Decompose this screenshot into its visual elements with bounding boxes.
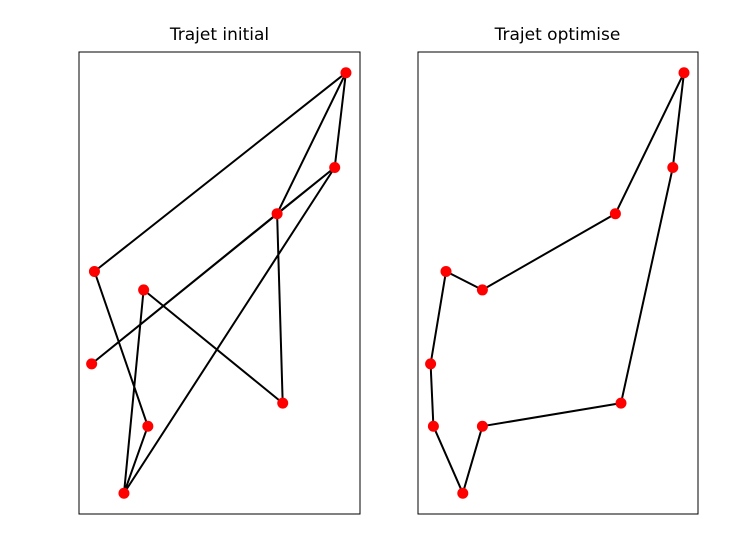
city-point xyxy=(329,162,341,173)
city-point xyxy=(425,358,437,370)
chart-optimized-route: Trajet optimise xyxy=(417,25,699,515)
city-point xyxy=(271,208,283,220)
city-point xyxy=(86,358,98,370)
city-point xyxy=(667,162,679,173)
city-point xyxy=(678,67,690,79)
city-point xyxy=(88,265,100,277)
axes-frame-optimized xyxy=(417,51,699,515)
city-point xyxy=(457,487,469,499)
city-point xyxy=(615,397,627,409)
city-point xyxy=(340,67,352,79)
chart-title-optimized: Trajet optimise xyxy=(494,25,621,45)
plot-area-initial xyxy=(78,51,361,515)
city-point xyxy=(142,420,154,432)
chart-title-initial: Trajet initial xyxy=(169,25,269,45)
route-line-initial xyxy=(90,71,347,495)
city-point xyxy=(476,284,488,296)
city-point xyxy=(118,487,130,499)
city-point xyxy=(609,208,621,220)
city-point xyxy=(476,420,488,432)
chart-initial-route: Trajet initial xyxy=(78,25,361,515)
city-point xyxy=(138,284,150,296)
city-point xyxy=(277,397,289,409)
plot-area-optimized xyxy=(417,51,699,515)
axes-frame-initial xyxy=(78,51,361,515)
route-line-optimized xyxy=(429,72,685,495)
city-point xyxy=(427,420,439,432)
city-point xyxy=(440,265,452,277)
